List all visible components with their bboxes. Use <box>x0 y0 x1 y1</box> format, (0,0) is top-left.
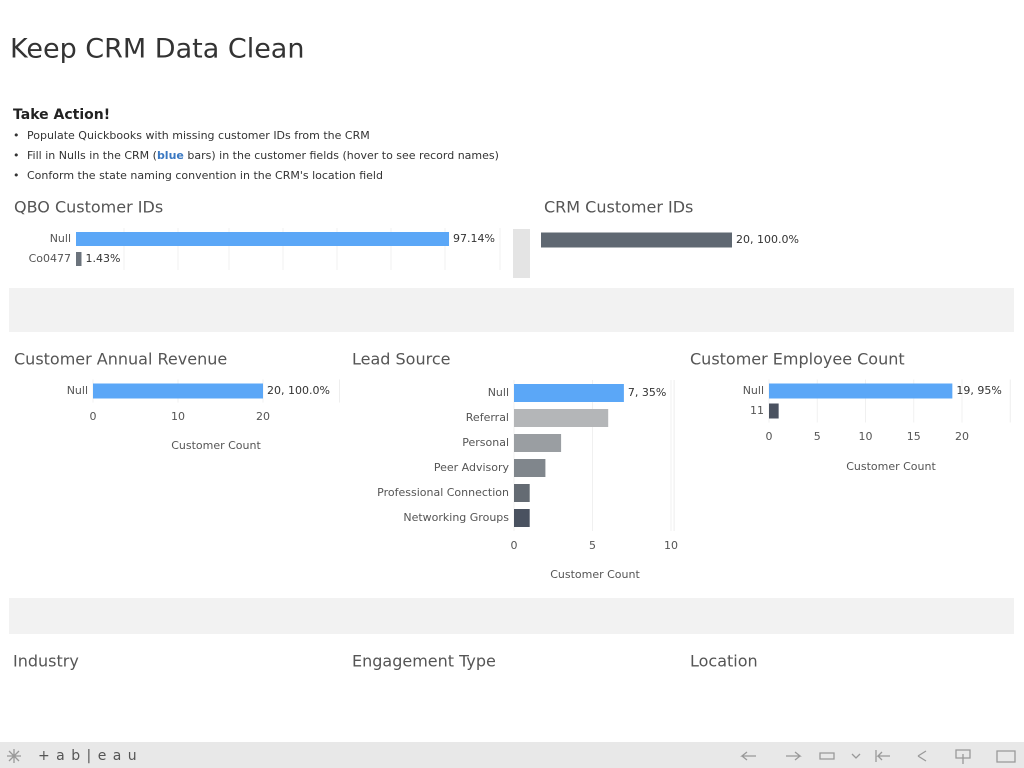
x-tick-label: 10 <box>171 410 185 423</box>
bar <box>76 252 82 266</box>
bullet: • <box>13 169 20 182</box>
redo[interactable] <box>786 751 802 761</box>
category-label: Null <box>50 232 71 245</box>
panel-title: Location <box>690 652 758 671</box>
action-item: Fill in Nulls in the CRM (blue bars) in … <box>27 149 499 162</box>
logo-mark <box>7 749 21 763</box>
dashboard-title: Keep CRM Data Clean <box>10 34 304 65</box>
action-highlight: blue <box>157 149 184 162</box>
category-label: Null <box>743 384 764 397</box>
action-heading: Take Action! <box>13 107 110 123</box>
scrollbar[interactable] <box>513 229 530 278</box>
value-label: 1.43% <box>85 252 120 265</box>
chart: 0 5 10 15 20 Customer Count Null 19, 95% 11 <box>743 379 1011 473</box>
category-label: Personal <box>462 436 509 449</box>
value-label: 20, 100.0% <box>736 233 799 246</box>
x-axis-label: Customer Count <box>550 568 640 581</box>
bar <box>93 383 263 399</box>
x-tick-label: 10 <box>664 539 678 552</box>
value-label: 20, 100.0% <box>267 384 330 397</box>
x-tick-label: 0 <box>766 430 773 443</box>
category-label: Referral <box>466 411 509 424</box>
toolbar-icons <box>7 749 1016 764</box>
tableau-logo[interactable]: + a b | e a u <box>38 748 138 764</box>
spacer-band <box>9 288 1014 332</box>
bar <box>541 232 732 248</box>
category-label: Peer Advisory <box>434 461 510 474</box>
bar <box>514 484 530 502</box>
action-item: Conform the state naming convention in t… <box>27 169 383 182</box>
bullet: • <box>13 129 20 142</box>
x-tick-label: 5 <box>589 539 596 552</box>
x-tick-label: 20 <box>256 410 270 423</box>
chart: 0 5 10 Customer Count Null 7, 35% Referral Pers… <box>377 380 678 581</box>
bar <box>514 459 546 477</box>
bar <box>769 403 779 419</box>
chart-title: Customer Employee Count <box>690 350 905 369</box>
panel-title: Industry <box>13 652 79 671</box>
share[interactable] <box>917 750 927 762</box>
category-label: Professional Connection <box>377 486 509 499</box>
chart-title: QBO Customer IDs <box>14 198 163 217</box>
spacer-band <box>9 598 1014 634</box>
bar <box>514 434 562 452</box>
category-label: Null <box>67 384 88 397</box>
x-axis-label: Customer Count <box>171 439 261 452</box>
value-label: 7, 35% <box>628 386 666 399</box>
bar <box>514 509 530 527</box>
fullscreen[interactable] <box>996 750 1016 763</box>
category-label: 11 <box>750 404 764 417</box>
chart-title: Customer Annual Revenue <box>14 350 227 369</box>
x-axis-label: Customer Count <box>846 460 936 473</box>
x-tick-label: 0 <box>511 539 518 552</box>
action-item: Populate Quickbooks with missing custome… <box>27 129 370 142</box>
bar <box>514 409 609 427</box>
category-label: Networking Groups <box>403 511 509 524</box>
chart: Null 97.14% Co0477 1.43% <box>29 228 501 270</box>
value-label: 97.14% <box>453 232 495 245</box>
value-label: 19, 95% <box>956 384 1001 397</box>
toolbar <box>0 742 1024 768</box>
undo[interactable] <box>740 751 756 761</box>
x-tick-label: 20 <box>955 430 969 443</box>
action-text: Fill in Nulls in the CRM ( <box>27 149 157 162</box>
reset[interactable] <box>875 750 890 762</box>
download[interactable] <box>955 749 971 764</box>
x-tick-label: 15 <box>907 430 921 443</box>
x-tick-label: 0 <box>90 410 97 423</box>
panel-title: Engagement Type <box>352 652 496 671</box>
chart: 20, 100.0% <box>541 232 799 248</box>
category-label: Null <box>488 386 509 399</box>
bullet: • <box>13 149 20 162</box>
x-tick-label: 10 <box>859 430 873 443</box>
category-label: Co0477 <box>29 252 71 265</box>
chart-title: CRM Customer IDs <box>544 198 693 217</box>
bar <box>76 232 450 246</box>
chart: 0 10 20 Customer Count Null 20, 100.0% <box>67 379 340 452</box>
bar <box>769 383 953 399</box>
action-text: bars) in the customer fields (hover to s… <box>184 149 499 162</box>
x-tick-label: 5 <box>814 430 821 443</box>
chart-title: Lead Source <box>352 350 450 369</box>
bar <box>514 384 624 402</box>
action-list: • Populate Quickbooks with missing custo… <box>13 129 499 182</box>
revert[interactable] <box>819 752 861 760</box>
